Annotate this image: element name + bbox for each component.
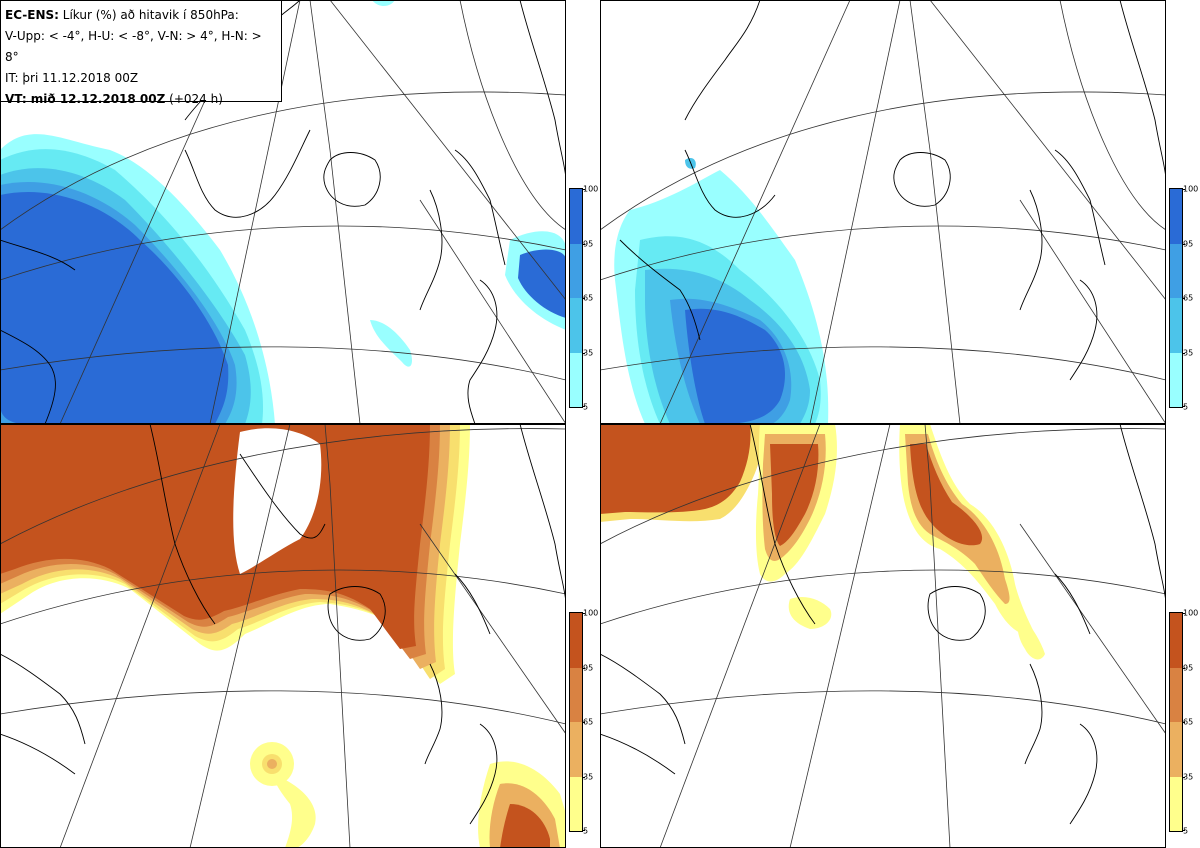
- colorbar-tick: [1182, 406, 1185, 407]
- colorbar-segment: [1170, 243, 1182, 298]
- tick-label: 95: [1183, 239, 1194, 248]
- tick-label: 65: [583, 717, 594, 727]
- colorbar-tick: [582, 613, 585, 614]
- map-panel-cold-4: EC-ENS: Líkur (%) að hitavik í 850hPa: V…: [0, 0, 566, 424]
- colorbar-tick: [582, 406, 585, 407]
- colorbar-tick: [582, 830, 585, 831]
- tick-label: 65: [1183, 717, 1194, 727]
- colorbar-segment: [1170, 613, 1182, 668]
- colorbar-segment: [570, 189, 582, 244]
- tick-label: 100: [583, 608, 599, 618]
- colorbar-segment: [570, 776, 582, 831]
- colorbar-segment: [1170, 352, 1182, 407]
- tick-label: 95: [583, 663, 594, 672]
- tick-label: 35: [1183, 348, 1194, 357]
- map-panel-warm-8: [600, 424, 1166, 848]
- tick-label: 5: [1183, 826, 1189, 836]
- colorbar-segment: [570, 352, 582, 407]
- colorbar-tick: [1182, 830, 1185, 831]
- colorbar-tick: [582, 352, 585, 354]
- colorbar-tick: [582, 776, 585, 778]
- colorbar-tick: [1182, 722, 1185, 723]
- colorbar-tick: [582, 243, 585, 245]
- tick-label: 5: [583, 826, 589, 836]
- colorbar-segment: [570, 613, 582, 668]
- tick-label: 65: [583, 293, 594, 303]
- colorbar-tick: [1182, 243, 1185, 245]
- cold-4-map: [0, 0, 566, 424]
- colorbar-cold-top-left: [569, 188, 585, 408]
- colorbar-tick: [582, 667, 585, 669]
- colorbar-segment: [1170, 667, 1182, 722]
- info-title: Líkur (%) að hitavik í 850hPa:: [62, 8, 239, 22]
- colorbar-segment: [1170, 722, 1182, 777]
- info-valid-time: VT: mið 12.12.2018 00Z: [5, 92, 166, 106]
- colorbar-segment: [570, 243, 582, 298]
- info-initial-time: IT: þri 11.12.2018 00Z: [5, 71, 139, 85]
- tick-label: 100: [1183, 608, 1199, 618]
- colorbar-tick: [1182, 189, 1185, 190]
- colorbar-tick: [1182, 613, 1185, 614]
- tick-label: 5: [1183, 402, 1189, 412]
- colorbar-tick: [1182, 776, 1185, 778]
- tick-label: 95: [583, 239, 594, 248]
- colorbar-segment: [1170, 776, 1182, 831]
- colorbar-warm-bottom-right: [1169, 612, 1185, 832]
- tick-label: 100: [583, 184, 599, 194]
- colorbar-tick: [1182, 667, 1185, 669]
- info-model-label: EC-ENS:: [5, 8, 59, 22]
- info-thresholds: V-Upp: < -4°, H-U: < -8°, V-N: > 4°, H-N…: [5, 29, 262, 64]
- colorbar-segment: [1170, 298, 1182, 353]
- colorbar-segment: [570, 667, 582, 722]
- warm-4-map: [0, 424, 566, 848]
- colorbar-tick: [1182, 298, 1185, 299]
- map-panel-cold-8: [600, 0, 1166, 424]
- colorbar-tick: [582, 298, 585, 299]
- colorbar-tick: [1182, 352, 1185, 354]
- tick-label: 100: [1183, 184, 1199, 194]
- colorbar-warm-bottom-left: [569, 612, 585, 832]
- forecast-info-box: EC-ENS: Líkur (%) að hitavik í 850hPa: V…: [0, 0, 282, 106]
- cold-8-map: [600, 0, 1166, 424]
- colorbar-tick: [582, 722, 585, 723]
- tick-label: 35: [1183, 772, 1194, 781]
- colorbar-tick: [582, 189, 585, 190]
- colorbar-cold-top-right: [1169, 188, 1185, 408]
- warm-8-map: [600, 424, 1166, 848]
- tick-label: 95: [1183, 663, 1194, 672]
- colorbar-segment: [570, 722, 582, 777]
- tick-label: 65: [1183, 293, 1194, 303]
- tick-label: 5: [583, 402, 589, 412]
- colorbar-segment: [1170, 189, 1182, 244]
- colorbar-segment: [570, 298, 582, 353]
- info-lead-time: (+024 h): [169, 92, 223, 106]
- tick-label: 35: [583, 772, 594, 781]
- map-panel-warm-4: [0, 424, 566, 848]
- tick-label: 35: [583, 348, 594, 357]
